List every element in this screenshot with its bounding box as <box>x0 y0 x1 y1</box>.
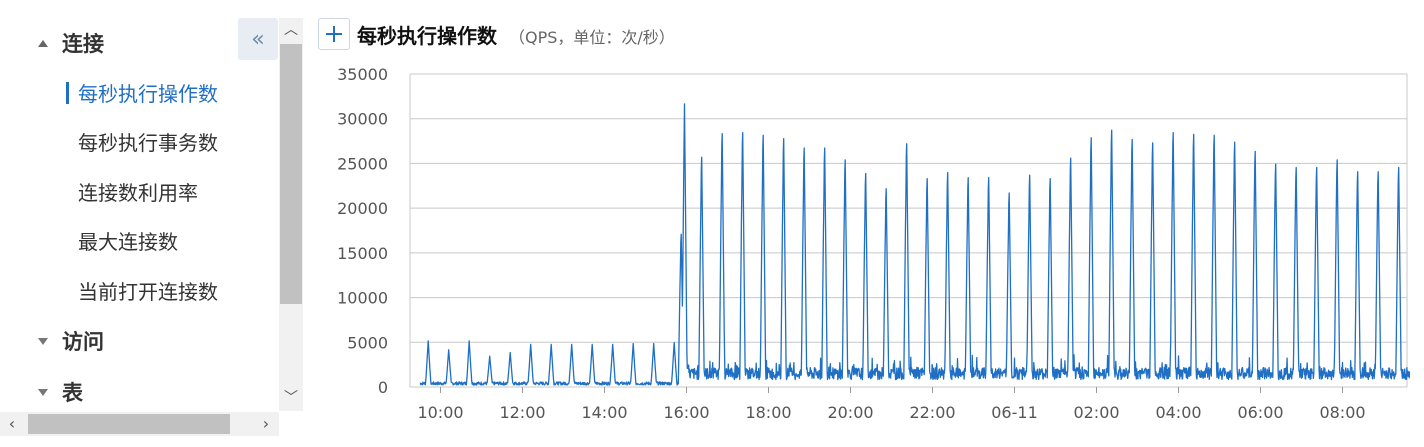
tree-item-label: 最大连接数 <box>78 229 178 254</box>
x-tick-label: 06-11 <box>991 403 1038 422</box>
scroll-down-icon[interactable]: ﹀ <box>284 390 298 406</box>
x-tick-label: 12:00 <box>499 403 545 422</box>
tree-item-connection-usage[interactable]: 连接数利用率 <box>66 173 276 209</box>
x-tick-label: 22:00 <box>909 403 955 422</box>
scroll-right-icon[interactable]: › <box>262 414 270 433</box>
x-tick-label: 06:00 <box>1237 403 1283 422</box>
vertical-scrollbar[interactable]: ︿ ﹀ <box>279 18 303 411</box>
scroll-left-icon[interactable]: ‹ <box>8 414 16 433</box>
tree-item-open-connections[interactable]: 当前打开连接数 <box>66 272 276 308</box>
plus-icon[interactable] <box>318 18 350 50</box>
x-tick-label: 14:00 <box>581 403 627 422</box>
x-tick-label: 10:00 <box>417 403 463 422</box>
tree-item-label: 连接数利用率 <box>78 180 198 205</box>
tree-item-label: 当前打开连接数 <box>78 279 218 304</box>
x-tick-label: 02:00 <box>1073 403 1119 422</box>
y-tick-label: 20000 <box>337 199 388 218</box>
group-connection[interactable]: 连接 <box>0 23 280 63</box>
x-tick-label: 18:00 <box>745 403 791 422</box>
tree-item-label: 每秒执行操作数 <box>78 81 218 106</box>
tree-item-label: 每秒执行事务数 <box>78 130 218 155</box>
active-indicator <box>66 82 69 104</box>
group-table[interactable]: 表 <box>0 372 280 412</box>
scroll-up-icon[interactable]: ︿ <box>284 22 298 38</box>
double-chevron-left-icon[interactable]: « <box>238 18 278 60</box>
caret-down-icon[interactable] <box>38 337 48 345</box>
group-label: 连接 <box>62 32 104 56</box>
caret-down-icon[interactable] <box>38 388 48 396</box>
group-access[interactable]: 访问 <box>0 321 280 361</box>
x-tick-label: 20:00 <box>827 403 873 422</box>
y-tick-label: 15000 <box>337 244 388 263</box>
tree-item-qps[interactable]: 每秒执行操作数 <box>66 74 276 110</box>
group-label: 访问 <box>62 330 104 354</box>
x-tick-label: 04:00 <box>1155 403 1201 422</box>
y-tick-label: 5000 <box>347 333 388 352</box>
x-tick-label: 08:00 <box>1319 403 1365 422</box>
series-line <box>419 103 1410 386</box>
y-tick-label: 30000 <box>337 110 388 129</box>
group-label: 表 <box>62 381 83 405</box>
x-tick-label: 16:00 <box>663 403 709 422</box>
y-tick-label: 10000 <box>337 289 388 308</box>
qps-line-chart: 0 5000 10000 15000 20000 25000 30000 35000 10:00… <box>337 65 1410 422</box>
y-tick-label: 35000 <box>337 65 388 84</box>
horizontal-scrollbar[interactable]: ‹ › <box>0 412 279 436</box>
tree-item-tps[interactable]: 每秒执行事务数 <box>66 123 276 159</box>
tree-item-max-connections[interactable]: 最大连接数 <box>66 222 276 258</box>
caret-up-icon[interactable] <box>38 39 48 47</box>
y-tick-label: 0 <box>378 378 388 397</box>
chart-subtitle: （QPS，单位：次/秒） <box>509 28 675 47</box>
h-scroll-thumb[interactable] <box>28 414 230 434</box>
chart-title: 每秒执行操作数 <box>357 24 497 48</box>
y-tick-label: 25000 <box>337 154 388 173</box>
scroll-thumb[interactable] <box>280 44 302 304</box>
metric-tree: 连接 每秒执行操作数 每秒执行事务数 连接数利用率 最大连接数 当前打开连接数 … <box>0 0 280 412</box>
